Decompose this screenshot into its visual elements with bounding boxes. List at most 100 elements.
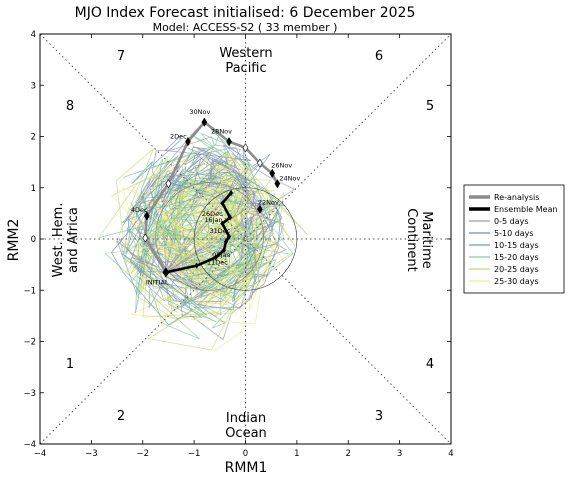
y-axis-label: RMM2 bbox=[6, 219, 22, 262]
x-tick-label: 3 bbox=[397, 449, 402, 459]
x-axis-label: RMM1 bbox=[225, 460, 268, 476]
ensemble-member-segment bbox=[173, 146, 241, 187]
legend-label-range: 15-20 days bbox=[494, 253, 539, 262]
y-tick-label: 2 bbox=[31, 133, 36, 143]
y-tick-label: −2 bbox=[23, 338, 36, 348]
ensemble-member-segment bbox=[118, 218, 167, 274]
ensemble-member-segment bbox=[111, 252, 226, 326]
reanalysis-date-label: 2Dec bbox=[170, 133, 187, 141]
ensemble-mean-marker bbox=[228, 214, 233, 221]
ensemble-date-label: 11Dec bbox=[207, 259, 228, 267]
x-tick-label: −1 bbox=[188, 449, 201, 459]
legend-label-range: 25-30 days bbox=[494, 277, 539, 286]
ensemble-member-segment bbox=[227, 171, 255, 239]
x-tick-label: 0 bbox=[243, 449, 248, 459]
ensemble-member-segment bbox=[194, 165, 228, 181]
ensemble-member-segment bbox=[131, 141, 279, 330]
reanalysis-marker bbox=[226, 137, 232, 147]
reanalysis-marker bbox=[274, 179, 281, 189]
phase-label-1: 1 bbox=[66, 357, 74, 372]
ensemble-member-segment bbox=[122, 175, 238, 313]
region-right-1: Maritime bbox=[419, 211, 434, 269]
ensemble-spread-circle bbox=[155, 182, 264, 291]
date-labels: 24Nov 26Nov 28Nov 30Nov 2Dec 4Dec INITIAL 22Nov… bbox=[131, 108, 301, 286]
ensemble-member-segment bbox=[203, 174, 273, 312]
region-left-2: and Africa bbox=[66, 207, 81, 273]
reanalysis-marker bbox=[257, 204, 263, 214]
phase-lines bbox=[39, 33, 452, 445]
y-tick-label: 1 bbox=[31, 184, 36, 194]
legend: Re-analysis Ensemble Mean 0-5 days 5-10 d… bbox=[463, 184, 565, 294]
reanalysis-marker bbox=[242, 143, 249, 153]
ensemble-mean-marker bbox=[221, 247, 226, 254]
x-tick-label: 1 bbox=[294, 449, 299, 459]
ensemble-member-segment bbox=[153, 231, 281, 300]
ensemble-member-segment bbox=[163, 242, 254, 308]
ensemble-member-segment bbox=[167, 179, 250, 211]
reanalysis-marker bbox=[142, 233, 149, 243]
phase-label-6: 6 bbox=[375, 49, 383, 64]
legend-box bbox=[463, 184, 565, 294]
region-bottom-1: Indian bbox=[226, 411, 266, 426]
phase-label-8: 8 bbox=[66, 99, 74, 114]
reanalysis-date-label: 28Nov bbox=[211, 128, 232, 136]
legend-label-range: 10-15 days bbox=[494, 241, 539, 250]
ensemble-mean-track bbox=[162, 189, 234, 278]
ensemble-member-segment bbox=[148, 198, 236, 300]
reanalysis-date-label: 30Nov bbox=[189, 108, 210, 116]
reanalysis-date-label: 4Dec bbox=[131, 206, 148, 214]
ensemble-member-segment bbox=[194, 175, 284, 225]
legend-label-range: 0-5 days bbox=[494, 217, 529, 226]
reanalysis-date-label: INITIAL bbox=[146, 278, 169, 286]
region-top-1: Western bbox=[219, 46, 272, 61]
ensemble-mean-marker bbox=[229, 189, 234, 196]
region-right-2: Continent bbox=[404, 208, 419, 272]
plot-area: 24Nov 26Nov 28Nov 30Nov 2Dec 4Dec INITIAL 22Nov… bbox=[39, 33, 452, 445]
ensemble-member-segment bbox=[130, 241, 276, 325]
ensemble-date-label: 16Jan bbox=[204, 216, 222, 224]
ensemble-date-label: 31Dec bbox=[210, 227, 231, 235]
region-labels: Western Pacific Indian Ocean West. Hem. … bbox=[51, 46, 434, 441]
ensemble-date-label: 05Jan bbox=[212, 251, 230, 259]
ensemble-member-segment bbox=[198, 164, 272, 250]
legend-label-reanalysis: Re-analysis bbox=[494, 193, 539, 202]
ensemble-member-segment bbox=[180, 257, 211, 285]
chart-subtitle: Model: ACCESS-S2 ( 33 member ) bbox=[153, 21, 338, 34]
ensemble-members bbox=[98, 121, 309, 353]
ensemble-member-segment bbox=[180, 197, 268, 353]
ensemble-member-segment bbox=[145, 263, 236, 311]
reanalysis-track bbox=[142, 117, 281, 277]
region-left-1: West. Hem. bbox=[51, 203, 66, 278]
ensemble-member-segment bbox=[138, 188, 260, 291]
chart-title: MJO Index Forecast initialised: 6 Decemb… bbox=[75, 5, 416, 21]
phase-label-4: 4 bbox=[426, 357, 434, 372]
y-tick-label: 3 bbox=[31, 81, 36, 91]
ensemble-mean-marker bbox=[227, 233, 232, 240]
ensemble-member-segment bbox=[187, 193, 239, 252]
ensemble-mean-marker bbox=[223, 238, 228, 245]
ensemble-member-segment bbox=[115, 186, 248, 304]
phase-label-3: 3 bbox=[375, 409, 383, 424]
reanalysis-marker bbox=[144, 211, 150, 221]
y-tick-label: −1 bbox=[23, 286, 36, 296]
x-tick-label: 4 bbox=[448, 449, 453, 459]
ensemble-member-segment bbox=[165, 157, 280, 273]
y-axis-ticks: −4 −3 −2 −1 0 1 2 3 4 bbox=[23, 30, 451, 450]
unit-circle bbox=[193, 187, 298, 291]
reanalysis-marker bbox=[269, 168, 276, 178]
ensemble-member-segment bbox=[131, 151, 309, 249]
ensemble-member-segment bbox=[182, 209, 279, 303]
legend-label-range: 5-10 days bbox=[494, 229, 534, 238]
ensemble-member-segment bbox=[176, 189, 291, 321]
y-tick-label: 4 bbox=[31, 30, 36, 40]
y-tick-label: −3 bbox=[23, 389, 36, 399]
ensemble-member-segment bbox=[165, 272, 252, 341]
reanalysis-date-label: 26Nov bbox=[271, 161, 292, 169]
x-tick-label: −3 bbox=[85, 449, 98, 459]
phase-label-5: 5 bbox=[426, 99, 434, 114]
legend-label-ensemble-mean: Ensemble Mean bbox=[494, 205, 558, 214]
phase-labels: 1 2 3 4 5 6 7 8 bbox=[66, 49, 434, 424]
reanalysis-marker bbox=[201, 117, 208, 127]
ensemble-member-segment bbox=[169, 262, 260, 329]
